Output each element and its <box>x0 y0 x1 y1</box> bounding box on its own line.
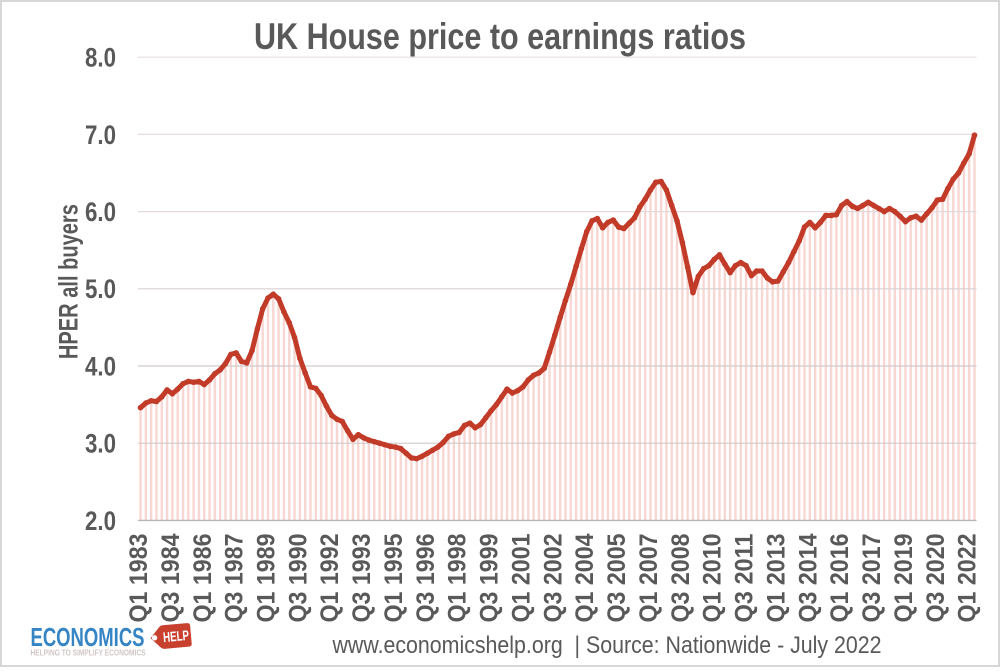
svg-text:Q3 1999: Q3 1999 <box>476 534 504 623</box>
svg-text:Q1 2019: Q1 2019 <box>890 534 918 623</box>
svg-text:Q3 1987: Q3 1987 <box>221 534 249 623</box>
svg-text:Q3 1993: Q3 1993 <box>348 534 376 623</box>
svg-text:Q1 2007: Q1 2007 <box>635 534 663 623</box>
svg-text:Q3 1996: Q3 1996 <box>412 534 440 623</box>
svg-text:Q1 2016: Q1 2016 <box>826 534 854 623</box>
svg-text:HPER all buyers: HPER all buyers <box>54 204 84 359</box>
svg-text:Q1 2001: Q1 2001 <box>507 533 535 622</box>
svg-text:6.0: 6.0 <box>85 197 116 227</box>
svg-text:Q3 1990: Q3 1990 <box>284 534 312 623</box>
svg-text:Q1 1986: Q1 1986 <box>189 534 217 623</box>
svg-text:Q3 2008: Q3 2008 <box>667 533 695 622</box>
svg-text:5.0: 5.0 <box>85 274 116 304</box>
svg-text:2.0: 2.0 <box>85 506 116 536</box>
svg-text:Q3 2011: Q3 2011 <box>731 533 759 622</box>
svg-text:3.0: 3.0 <box>85 429 116 459</box>
svg-text:Q3 2014: Q3 2014 <box>794 533 822 622</box>
svg-text:Q1 1992: Q1 1992 <box>316 534 344 623</box>
svg-text:4.0: 4.0 <box>85 351 116 381</box>
svg-text:Q1 1989: Q1 1989 <box>252 534 280 623</box>
svg-text:Q3 2005: Q3 2005 <box>603 533 631 622</box>
svg-text:8.0: 8.0 <box>85 43 116 73</box>
svg-text:HELPING TO SIMPLIFY ECONOMICS: HELPING TO SIMPLIFY ECONOMICS <box>31 648 146 658</box>
svg-text:Q1 2004: Q1 2004 <box>571 533 599 622</box>
svg-text:Q1 2013: Q1 2013 <box>762 534 790 623</box>
svg-text:www.economicshelp.org | Sourc: www.economicshelp.org | Source: Nationwi… <box>332 632 882 659</box>
svg-text:Q3 2020: Q3 2020 <box>922 534 950 623</box>
svg-text:ECONOMICS: ECONOMICS <box>31 622 145 652</box>
svg-text:Q1 2022: Q1 2022 <box>954 534 982 623</box>
svg-text:UK House price to earnings rat: UK House price to earnings ratios <box>254 16 746 57</box>
svg-text:Q1 1983: Q1 1983 <box>125 534 153 623</box>
svg-text:7.0: 7.0 <box>85 120 116 150</box>
svg-text:Q3 1984: Q3 1984 <box>157 533 185 622</box>
svg-text:HELP: HELP <box>162 627 189 645</box>
svg-text:Q3 2017: Q3 2017 <box>858 534 886 623</box>
svg-text:Q1 1995: Q1 1995 <box>380 533 408 622</box>
svg-text:Q3 2002: Q3 2002 <box>539 534 567 623</box>
svg-text:Q1 2010: Q1 2010 <box>699 534 727 623</box>
svg-text:Q1 1998: Q1 1998 <box>444 533 472 622</box>
